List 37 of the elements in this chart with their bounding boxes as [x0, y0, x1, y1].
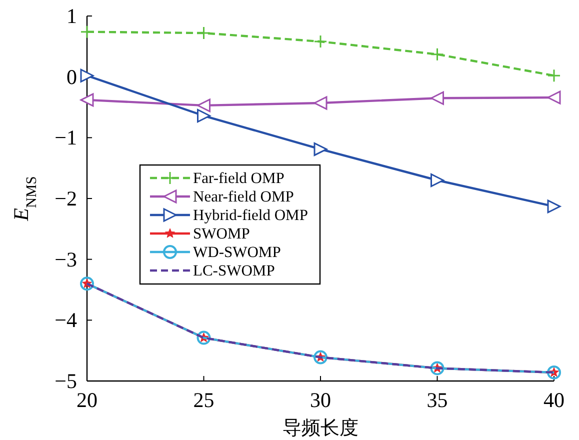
point — [314, 142, 328, 156]
y-tick-label: 1 — [66, 4, 77, 28]
point — [547, 365, 561, 380]
point — [314, 350, 328, 364]
y-tick-label: −5 — [54, 369, 77, 393]
legend-label: Far-field OMP — [193, 170, 284, 187]
x-tick-label: 25 — [193, 388, 214, 412]
x-axis-title: 导频长度 — [282, 417, 358, 439]
x-tick-label: 35 — [426, 388, 448, 412]
point — [197, 109, 210, 123]
point — [80, 276, 94, 291]
legend-label: WD-SWOMP — [193, 244, 281, 261]
point — [80, 68, 94, 82]
point — [547, 90, 561, 104]
point — [430, 91, 444, 105]
point — [430, 174, 444, 187]
legend-label: LC-SWOMP — [193, 262, 275, 280]
x-tick-label: 20 — [76, 388, 98, 412]
y-tick-label: −4 — [54, 308, 78, 332]
point — [314, 34, 328, 48]
point — [547, 68, 561, 82]
point — [196, 330, 211, 345]
y-tick-label: 0 — [66, 64, 77, 89]
point — [430, 361, 444, 376]
y-tick-label: −2 — [54, 186, 77, 210]
point — [197, 98, 210, 112]
point — [314, 96, 328, 110]
x-tick-label: 40 — [544, 388, 564, 412]
legend-label: Near-field OMP — [193, 188, 294, 206]
point — [80, 93, 94, 107]
y-tick-label: −1 — [54, 126, 77, 150]
x-tick-label: 30 — [310, 388, 331, 412]
legend-label: SWOMP — [193, 226, 250, 242]
y-tick-label: −3 — [54, 247, 77, 272]
legend-label: Hybrid-field OMP — [193, 207, 308, 224]
point — [547, 200, 561, 214]
point — [430, 48, 444, 62]
